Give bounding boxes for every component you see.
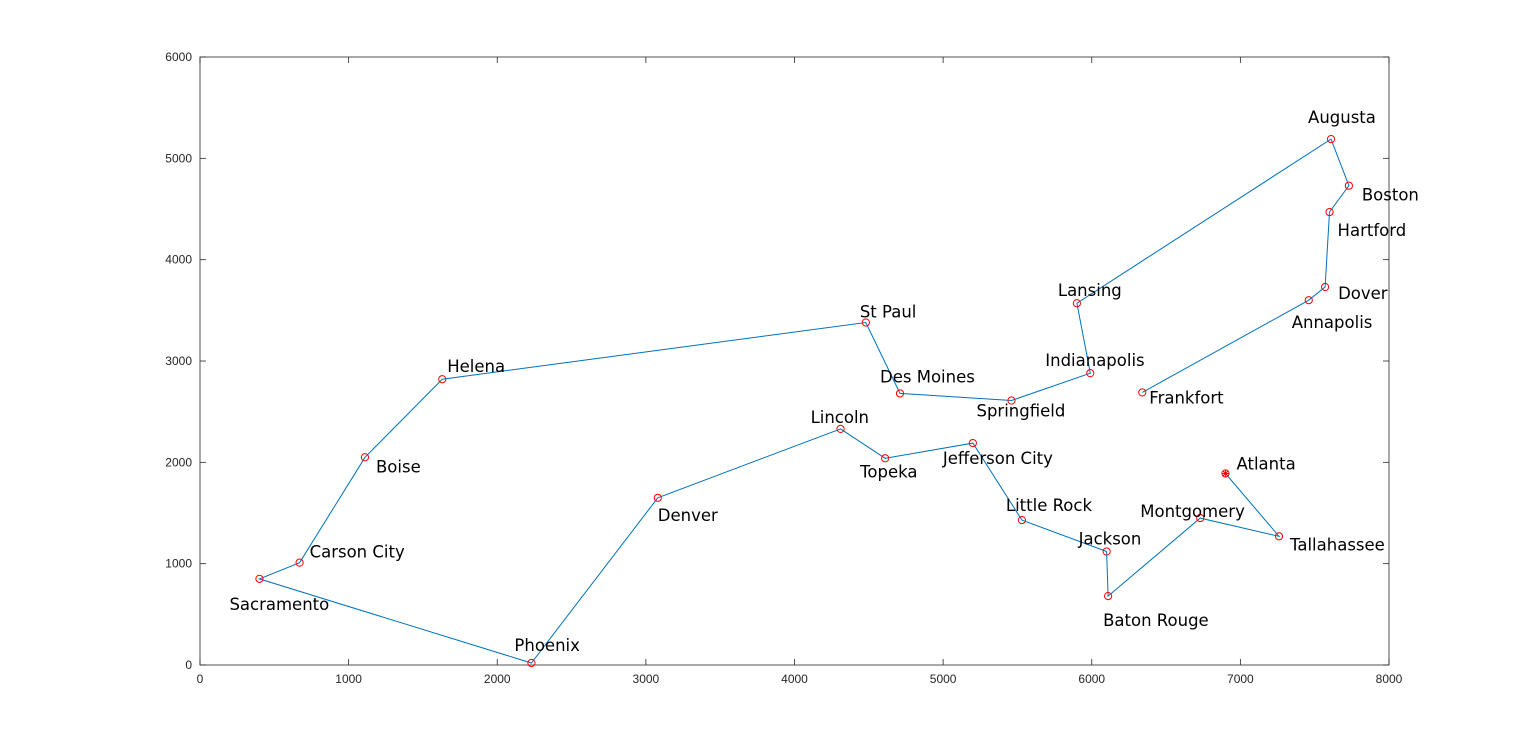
city-marker-st-paul bbox=[861, 318, 870, 327]
x-tick-label: 0 bbox=[197, 672, 204, 686]
axes: 0 1000 2000 3000 4000 5000 6000 7000 8000 0 1000 20… bbox=[165, 50, 1402, 686]
city-marker-augusta bbox=[1326, 134, 1336, 144]
city-label-augusta: Augusta bbox=[1308, 108, 1376, 127]
city-label-frankfort: Frankfort bbox=[1149, 388, 1224, 407]
city-marker-springfield bbox=[1007, 396, 1016, 405]
city-marker-little-rock bbox=[1017, 515, 1026, 525]
city-label-lansing: Lansing bbox=[1058, 281, 1122, 300]
y-tick-label: 0 bbox=[185, 658, 192, 672]
city-label-des-moines: Des Moines bbox=[880, 367, 975, 386]
city-label-boston: Boston bbox=[1362, 186, 1419, 205]
y-tick-label: 5000 bbox=[165, 151, 192, 165]
route-line-group bbox=[257, 138, 1350, 664]
city-label-phoenix: Phoenix bbox=[514, 636, 580, 655]
city-label-lincoln: Lincoln bbox=[811, 408, 869, 427]
y-tick-label: 3000 bbox=[165, 354, 192, 368]
y-tick-label: 4000 bbox=[165, 253, 192, 267]
city-marker-jackson bbox=[1102, 547, 1111, 556]
x-tick-label: 5000 bbox=[930, 672, 957, 686]
x-tick-label: 6000 bbox=[1078, 672, 1105, 686]
city-label-tallahassee: Tallahassee bbox=[1289, 535, 1385, 554]
city-marker-topeka bbox=[881, 454, 890, 463]
city-marker-sacramento bbox=[255, 574, 264, 583]
city-label-boise: Boise bbox=[376, 457, 421, 476]
city-label-sacramento: Sacramento bbox=[229, 595, 329, 614]
city-labels: Atlanta Tallahassee Montgomery Baton Rouge J… bbox=[229, 108, 1418, 655]
city-marker-boise bbox=[360, 453, 370, 462]
x-tick-label: 7000 bbox=[1227, 672, 1254, 686]
city-label-hartford: Hartford bbox=[1338, 221, 1407, 240]
city-marker-tallahassee bbox=[1274, 532, 1284, 541]
city-label-jefferson-city: Jefferson City bbox=[942, 449, 1053, 468]
city-marker-lansing bbox=[1072, 299, 1081, 308]
y-tick-label: 1000 bbox=[165, 557, 192, 571]
city-marker-helena bbox=[438, 375, 447, 384]
city-marker-denver bbox=[653, 493, 662, 502]
city-label-annapolis: Annapolis bbox=[1292, 313, 1373, 332]
y-tick-label: 6000 bbox=[165, 50, 192, 64]
city-marker-jefferson-city bbox=[968, 438, 977, 448]
city-label-montgomery: Montgomery bbox=[1140, 502, 1245, 521]
city-label-denver: Denver bbox=[658, 506, 718, 525]
city-marker-indianapolis bbox=[1086, 369, 1095, 378]
city-label-indianapolis: Indianapolis bbox=[1045, 351, 1144, 370]
x-tick-label: 3000 bbox=[633, 672, 660, 686]
city-marker-carson-city bbox=[295, 558, 304, 567]
city-label-springfield: Springfield bbox=[976, 402, 1065, 421]
city-marker-annapolis bbox=[1304, 296, 1313, 305]
x-tick-label: 1000 bbox=[335, 672, 362, 686]
city-marker-hartford bbox=[1325, 207, 1334, 217]
y-tick-label: 2000 bbox=[165, 455, 192, 469]
city-label-atlanta: Atlanta bbox=[1237, 454, 1296, 473]
route-line bbox=[257, 138, 1350, 664]
city-marker-baton-rouge bbox=[1103, 591, 1113, 601]
city-marker-phoenix bbox=[527, 658, 536, 668]
city-label-baton-rouge: Baton Rouge bbox=[1103, 611, 1209, 630]
city-marker-frankfort bbox=[1138, 388, 1147, 397]
city-marker-dover bbox=[1320, 282, 1330, 292]
plot-box bbox=[199, 56, 1390, 666]
city-marker-des-moines bbox=[895, 389, 905, 398]
x-tick-label: 8000 bbox=[1376, 672, 1403, 686]
city-label-jackson: Jackson bbox=[1078, 530, 1142, 549]
city-label-st-paul: St Paul bbox=[860, 302, 917, 321]
city-marker-boston bbox=[1344, 181, 1353, 190]
city-label-dover: Dover bbox=[1338, 284, 1388, 303]
city-label-topeka: Topeka bbox=[859, 462, 917, 481]
city-marker-lincoln bbox=[836, 424, 845, 433]
city-label-carson-city: Carson City bbox=[310, 543, 405, 562]
city-label-helena: Helena bbox=[447, 357, 505, 376]
x-tick-label: 2000 bbox=[484, 672, 511, 686]
city-marker-montgomery bbox=[1196, 513, 1205, 523]
city-label-little-rock: Little Rock bbox=[1006, 496, 1093, 515]
city-markers bbox=[255, 134, 1353, 668]
x-tick-label: 4000 bbox=[781, 672, 808, 686]
start-marker-d2 bbox=[1222, 470, 1229, 477]
